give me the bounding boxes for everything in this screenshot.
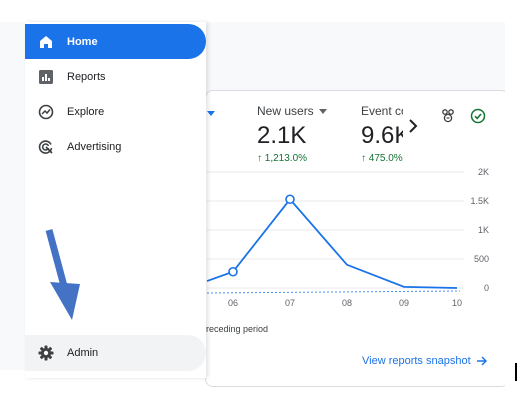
text-cursor (515, 363, 517, 381)
metric-change: ↑ 475.0% (361, 153, 403, 164)
sidebar-item-label: Advertising (67, 140, 122, 153)
metric-event-count: Event co 9.6K ↑ 475.0% (361, 104, 403, 164)
series-line (206, 197, 458, 289)
data-point (285, 194, 295, 205)
home-icon (37, 33, 55, 51)
gear-icon (37, 344, 55, 362)
sidebar-item-label: Explore (67, 105, 105, 118)
x-tick-label: 08 (342, 298, 352, 308)
check-circle-icon[interactable] (468, 106, 488, 126)
sidebar-item-advertising[interactable]: Advertising (25, 129, 206, 164)
sidebar-item-home[interactable]: Home (25, 24, 206, 59)
view-reports-snapshot-link[interactable]: View reports snapshot (362, 355, 488, 367)
dropdown-triangle-icon[interactable] (318, 108, 327, 114)
x-tick-label: 10 (452, 298, 462, 308)
sidebar-item-explore[interactable]: Explore (25, 94, 206, 129)
metric-value: 2.1K (257, 122, 307, 149)
advertising-icon (37, 138, 55, 156)
insights-icon[interactable] (438, 106, 458, 126)
metric-value: 9.6K (361, 122, 403, 149)
x-tick-label: 06 (228, 298, 238, 308)
y-tick-label: 1K (478, 225, 489, 235)
metric-label[interactable]: New users (257, 104, 327, 118)
annotation-arrow-icon (45, 229, 80, 320)
x-tick-label: 09 (399, 298, 409, 308)
data-point (228, 266, 238, 277)
bar-chart-icon (37, 68, 55, 86)
arrow-right-icon (476, 356, 487, 366)
y-tick-label: 2K (478, 167, 489, 177)
admin-label: Admin (67, 347, 99, 359)
y-tick-label: 0 (484, 283, 489, 293)
sidebar-item-label: Reports (67, 70, 106, 83)
explore-icon (37, 103, 55, 121)
home-overview-card (205, 90, 509, 387)
sidebar: Home Reports Explore Advertising (25, 22, 206, 378)
sidebar-item-reports[interactable]: Reports (25, 59, 206, 94)
x-tick-label: 07 (285, 298, 295, 308)
y-tick-label: 1.5K (470, 196, 489, 206)
metric-change: ↑ 1,213.0% (257, 153, 308, 164)
metric-dropdown-triangle-icon[interactable] (207, 111, 215, 116)
sidebar-item-admin[interactable]: Admin (25, 335, 206, 371)
metric-new-users: New users 2.1K ↑ 1,213.0% (257, 104, 327, 164)
page-edge (505, 0, 520, 400)
metric-label[interactable]: Event co (361, 104, 403, 118)
chevron-right-icon[interactable] (408, 119, 418, 133)
comparison-line (206, 290, 461, 294)
y-tick-label: 500 (474, 254, 489, 264)
legend-preceding-period: receding period (206, 324, 269, 334)
sidebar-item-label: Home (67, 35, 98, 48)
